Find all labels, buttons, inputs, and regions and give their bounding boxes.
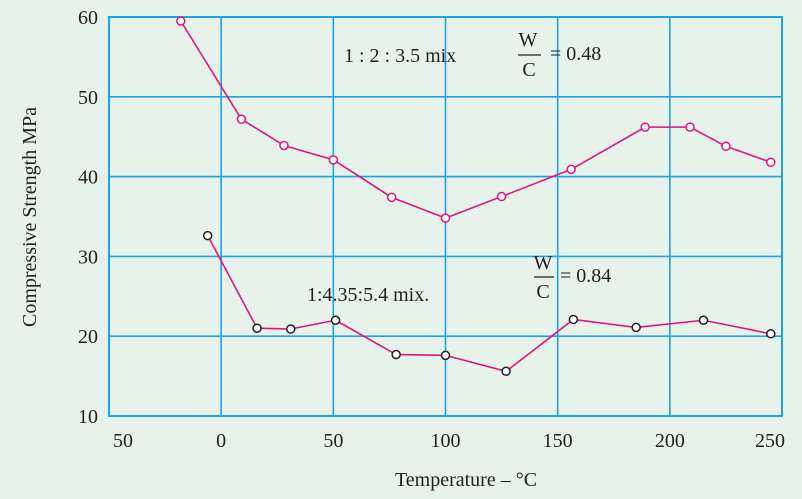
series-1-point [176,16,186,26]
series-2-point [202,230,213,241]
x-tick-label: 200 [655,430,685,452]
series-1-point [496,191,507,202]
series-1-point [640,122,650,132]
x-tick-label: 0 [216,430,226,452]
mix1-annotation: 1 : 2 : 3.5 mix [344,45,456,67]
series-2-point [285,324,296,334]
wc2-denominator: C [536,281,549,303]
x-tick-label: 150 [543,430,573,452]
y-tick-label: 50 [78,87,98,109]
series-1-point [566,164,576,175]
x-tick-label: 50 [323,430,343,452]
series-1-point [685,122,695,132]
x-tick-label: 100 [431,430,461,452]
series-2-point [440,350,451,361]
series-1-point [328,155,339,165]
tick-labels: 10 20 30 40 50 60 50 0 50 100 150 200 250 [78,7,785,452]
wc1-value: = 0.48 [550,43,601,65]
wc2-numerator: W [534,252,553,274]
wc1-numerator: W [519,29,538,51]
series-2-point [330,315,341,325]
x-axis-label: Temperature – °C [395,469,537,491]
series-1-point [279,140,289,151]
series-2-point [631,322,641,333]
y-tick-label: 10 [78,406,98,428]
mix2-annotation: 1:4.35:5.4 mix. [307,284,429,306]
series-2-point [766,329,776,339]
x-tick-label: 50 [113,430,133,452]
series-1-point [721,141,731,152]
series-2-point [501,366,511,377]
wc2-value: = 0.84 [560,265,611,287]
series-layer [176,16,776,377]
x-tick-label: 250 [755,430,785,452]
series-1-point [386,192,397,203]
series-2-point [568,314,579,325]
series-1-point [236,114,247,124]
y-axis-label: Compressive Strength MPa [19,107,41,327]
grid [109,17,782,416]
series-1-point [766,157,776,167]
series-2-point [391,349,401,360]
series-2-point [698,315,709,325]
y-tick-label: 60 [78,7,98,29]
y-tick-label: 40 [78,167,98,189]
y-tick-label: 30 [78,246,98,268]
plot-frame [108,16,783,417]
series-1-point [440,213,451,223]
wc1-denominator: C [522,59,535,81]
series-1-line [180,20,772,219]
series-2-point [252,323,262,333]
y-tick-label: 20 [78,326,98,348]
